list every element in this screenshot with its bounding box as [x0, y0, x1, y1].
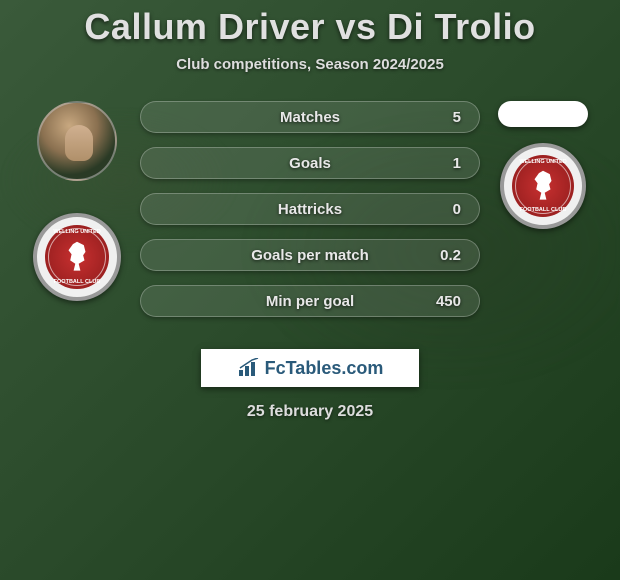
page-subtitle: Club competitions, Season 2024/2025: [0, 56, 620, 73]
stat-bar: Goals per match 0.2: [140, 239, 480, 271]
main-row: WELLING UNITED FOOTBALL CLUB Matches 5 G…: [0, 101, 620, 331]
stat-value-right: 0: [453, 201, 461, 218]
stat-label: Goals per match: [251, 247, 369, 264]
stat-bars: Matches 5 Goals 1 Hattricks 0 Goals per …: [140, 101, 480, 331]
stat-value-right: 0.2: [440, 247, 461, 264]
player-left-column: WELLING UNITED FOOTBALL CLUB: [22, 101, 132, 301]
stat-bar: Hattricks 0: [140, 193, 480, 225]
club-badge-inner: WELLING UNITED FOOTBALL CLUB: [45, 225, 109, 289]
footer-date: 25 february 2025: [0, 403, 620, 421]
stat-label: Goals: [289, 155, 331, 172]
stat-value-right: 450: [436, 293, 461, 310]
stat-value-right: 1: [453, 155, 461, 172]
club-name-top: WELLING UNITED: [45, 229, 109, 235]
club-name-top: WELLING UNITED: [512, 159, 574, 165]
stat-label: Min per goal: [266, 293, 354, 310]
brand-text: FcTables.com: [265, 358, 384, 379]
player-right-club-badge: WELLING UNITED FOOTBALL CLUB: [500, 143, 586, 229]
club-badge-inner: WELLING UNITED FOOTBALL CLUB: [512, 155, 574, 217]
stat-value-right: 5: [453, 109, 461, 126]
stat-bar: Min per goal 450: [140, 285, 480, 317]
page-title: Callum Driver vs Di Trolio: [0, 0, 620, 48]
club-name-bottom: FOOTBALL CLUB: [45, 279, 109, 285]
stat-label: Hattricks: [278, 201, 342, 218]
stat-label: Matches: [280, 109, 340, 126]
stat-bar: Goals 1: [140, 147, 480, 179]
club-name-bottom: FOOTBALL CLUB: [512, 207, 574, 213]
bar-chart-icon: [237, 358, 261, 378]
club-badge-text: WELLING UNITED FOOTBALL CLUB: [512, 155, 574, 217]
club-badge-text: WELLING UNITED FOOTBALL CLUB: [45, 225, 109, 289]
player-right-avatar: [498, 101, 588, 127]
stat-bar: Matches 5: [140, 101, 480, 133]
comparison-card: Callum Driver vs Di Trolio Club competit…: [0, 0, 620, 580]
player-left-club-badge: WELLING UNITED FOOTBALL CLUB: [33, 213, 121, 301]
player-left-avatar: [37, 101, 117, 181]
player-right-column: WELLING UNITED FOOTBALL CLUB: [488, 101, 598, 229]
brand-watermark: FcTables.com: [201, 349, 419, 387]
